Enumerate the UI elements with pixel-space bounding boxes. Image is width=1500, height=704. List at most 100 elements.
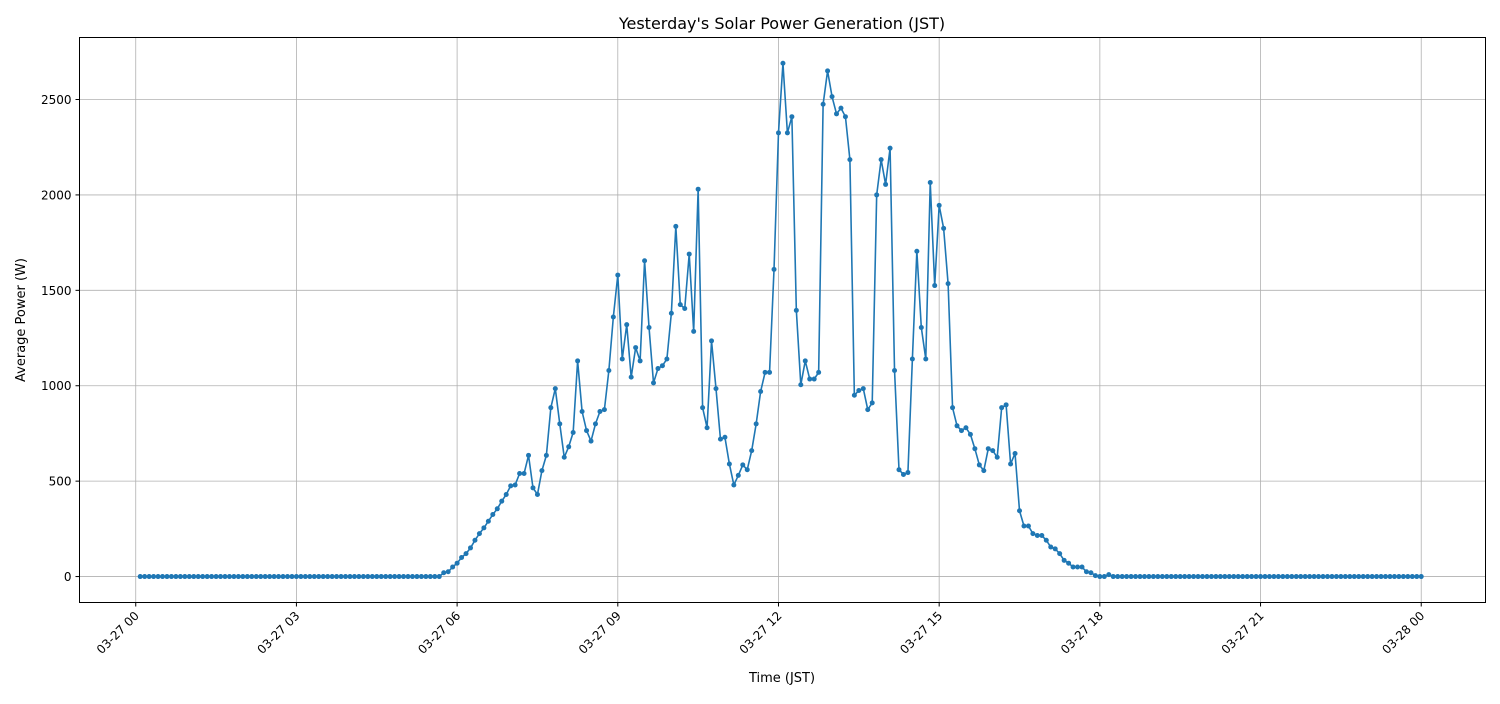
data-point <box>1374 574 1380 580</box>
data-point <box>784 130 790 136</box>
data-point <box>155 574 161 580</box>
data-point <box>856 388 862 394</box>
data-point <box>401 574 407 580</box>
data-point <box>1186 574 1192 580</box>
data-point <box>619 356 625 362</box>
data-point <box>231 574 237 580</box>
data-point <box>673 223 679 229</box>
data-point <box>976 462 982 468</box>
data-point <box>1240 574 1246 580</box>
data-point <box>418 574 424 580</box>
data-point <box>1320 574 1326 580</box>
data-point <box>561 454 567 460</box>
data-point <box>1124 574 1130 580</box>
data-point <box>249 574 255 580</box>
data-point <box>878 157 884 163</box>
data-point <box>186 574 192 580</box>
data-point <box>200 574 206 580</box>
data-point <box>1347 574 1353 580</box>
data-point <box>1177 574 1183 580</box>
data-point <box>1405 574 1411 580</box>
data-point <box>1173 574 1179 580</box>
data-point <box>1316 574 1322 580</box>
data-point <box>1244 574 1250 580</box>
data-point <box>592 421 598 427</box>
data-point <box>767 369 773 375</box>
data-point <box>1097 574 1103 580</box>
data-point <box>981 468 987 474</box>
data-point <box>829 94 835 100</box>
data-point <box>869 400 875 406</box>
data-point <box>450 564 456 570</box>
data-point <box>682 305 688 311</box>
x-tick-label: 03-27 00 <box>94 609 142 657</box>
data-point <box>320 574 326 580</box>
data-point <box>851 392 857 398</box>
data-point <box>1391 574 1397 580</box>
data-point <box>235 574 241 580</box>
data-point <box>950 405 956 411</box>
data-point <box>566 444 572 450</box>
data-point <box>146 574 152 580</box>
data-point <box>1409 574 1415 580</box>
data-point <box>1418 574 1424 580</box>
data-point <box>1043 537 1049 543</box>
data-point <box>1213 574 1219 580</box>
data-point <box>485 518 491 524</box>
data-point <box>1217 574 1223 580</box>
data-point <box>1164 574 1170 580</box>
data-point <box>1119 574 1125 580</box>
data-point <box>941 225 947 231</box>
data-point <box>329 574 335 580</box>
data-point <box>244 574 250 580</box>
data-point <box>177 574 183 580</box>
data-point <box>160 574 166 580</box>
data-point <box>775 130 781 136</box>
data-point <box>311 574 317 580</box>
data-point <box>1168 574 1174 580</box>
data-point <box>1092 573 1098 579</box>
data-point <box>472 537 478 543</box>
data-point <box>985 446 991 452</box>
data-point <box>253 574 259 580</box>
data-point <box>936 202 942 208</box>
data-point <box>780 60 786 66</box>
data-point <box>557 421 563 427</box>
data-point <box>709 338 715 344</box>
data-point <box>601 407 607 413</box>
data-point <box>405 574 411 580</box>
data-point <box>168 574 174 580</box>
data-point <box>396 574 402 580</box>
data-point <box>316 574 322 580</box>
data-point <box>726 461 732 467</box>
data-point <box>271 574 277 580</box>
data-point <box>1400 574 1406 580</box>
data-point <box>793 307 799 313</box>
grid <box>79 37 1486 603</box>
data-point <box>481 525 487 531</box>
data-point <box>677 302 683 308</box>
data-point <box>262 574 268 580</box>
data-point <box>704 425 710 431</box>
data-point <box>1275 574 1281 580</box>
series-line-path <box>140 62 1422 578</box>
data-point <box>1133 574 1139 580</box>
data-point <box>883 181 889 187</box>
data-point <box>1030 531 1036 537</box>
data-point <box>284 574 290 580</box>
data-point <box>267 574 273 580</box>
data-point <box>521 471 527 477</box>
data-point <box>164 574 170 580</box>
data-point <box>633 345 639 351</box>
data-point <box>1101 574 1107 580</box>
data-point <box>517 471 523 477</box>
data-point <box>1079 564 1085 570</box>
data-point <box>575 358 581 364</box>
data-point <box>490 512 496 518</box>
data-point <box>1052 546 1058 552</box>
data-point <box>1150 574 1156 580</box>
data-point <box>762 369 768 375</box>
data-point <box>1159 574 1165 580</box>
data-point <box>1146 574 1152 580</box>
